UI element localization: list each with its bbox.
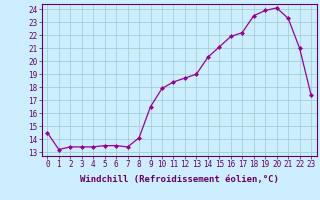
- X-axis label: Windchill (Refroidissement éolien,°C): Windchill (Refroidissement éolien,°C): [80, 175, 279, 184]
